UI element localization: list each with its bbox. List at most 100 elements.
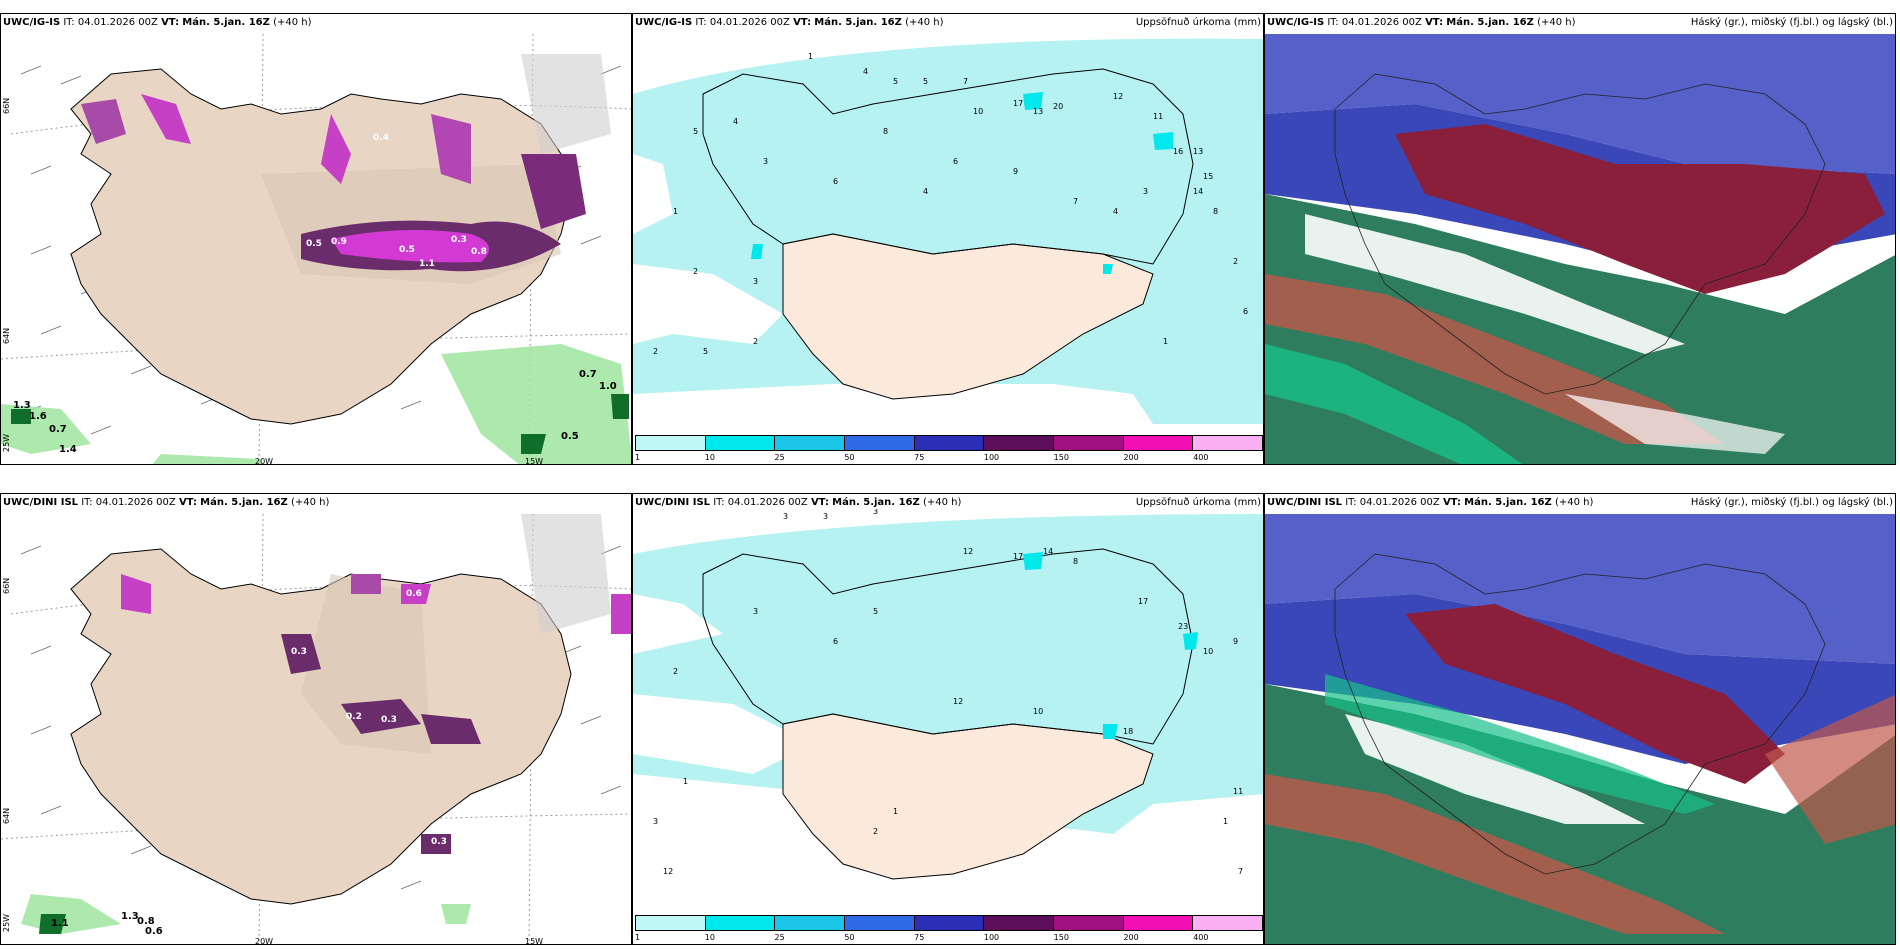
panel-header: UWC/DINI ISL IT: 04.01.2026 00Z VT: Mán.… — [3, 497, 330, 509]
colorbar-label: 1 — [635, 933, 641, 942]
colorbar-label: 50 — [844, 933, 855, 942]
colorbar-label: 150 — [1053, 453, 1069, 462]
svg-text:12: 12 — [963, 547, 973, 556]
colorbar-label: 100 — [983, 933, 1000, 942]
svg-text:14: 14 — [1193, 187, 1203, 196]
svg-text:0.5: 0.5 — [399, 245, 415, 255]
value-label: 1.6 — [29, 411, 47, 422]
svg-text:10: 10 — [1033, 707, 1043, 716]
svg-text:0.3: 0.3 — [291, 647, 307, 657]
colorbar-swatch — [1193, 916, 1263, 930]
colorbar-label: 200 — [1123, 933, 1139, 942]
svg-text:1: 1 — [673, 207, 678, 216]
colorbar-label: 100 — [983, 453, 1000, 462]
colorbar-swatch — [705, 436, 776, 450]
colorbar-label: 150 — [1053, 933, 1069, 942]
panel-header: UWC/IG-IS IT: 04.01.2026 00Z VT: Mán. 5.… — [1267, 17, 1576, 29]
colorbar-swatch — [845, 436, 915, 450]
svg-text:3: 3 — [873, 507, 878, 516]
svg-text:2: 2 — [673, 667, 678, 676]
svg-text:2: 2 — [753, 337, 758, 346]
svg-text:2: 2 — [873, 827, 878, 836]
svg-text:8: 8 — [1213, 207, 1218, 216]
colorbar-swatch — [775, 916, 846, 930]
svg-text:6: 6 — [953, 157, 958, 166]
cloud-map-svg — [1265, 14, 1895, 464]
svg-text:0.3: 0.3 — [451, 235, 467, 245]
colorbar-label: 400 — [1193, 453, 1209, 462]
weather-map-svg: 1.3 1.6 0.7 1.4 0.7 1.0 0.5 0.5 0.9 0.5 … — [1, 14, 631, 465]
svg-text:14: 14 — [1043, 547, 1053, 556]
svg-text:0.3: 0.3 — [381, 715, 397, 725]
svg-text:0.2: 0.2 — [346, 712, 362, 722]
colorbar-swatch — [636, 916, 706, 930]
svg-text:1: 1 — [1223, 817, 1228, 826]
map-panel-top-left: 1.3 1.6 0.7 1.4 0.7 1.0 0.5 0.5 0.9 0.5 … — [0, 13, 632, 465]
panel-header: UWC/IG-IS IT: 04.01.2026 00Z VT: Mán. 5.… — [3, 17, 312, 29]
cloud-map-svg — [1265, 494, 1895, 944]
svg-text:10: 10 — [1203, 647, 1213, 656]
value-label: 0.8 — [137, 916, 155, 927]
value-label: 0.7 — [579, 369, 597, 380]
weather-map-svg: 1.1 1.3 0.8 0.6 0.3 0.2 0.3 0.3 0.6 20W 15W… — [1, 494, 631, 945]
svg-text:10: 10 — [973, 107, 983, 116]
svg-text:5: 5 — [923, 77, 928, 86]
svg-text:2: 2 — [1233, 257, 1238, 266]
panel-header: UWC/IG-IS IT: 04.01.2026 00Z VT: Mán. 5.… — [635, 17, 944, 29]
value-label: 0.6 — [145, 926, 163, 937]
colorbar-label: 10 — [704, 453, 715, 462]
svg-text:1: 1 — [683, 777, 688, 786]
value-label: 1.4 — [59, 444, 77, 455]
colorbar-swatch — [914, 436, 985, 450]
colorbar-label: 200 — [1123, 453, 1139, 462]
svg-text:11: 11 — [1153, 112, 1163, 121]
colorbar-swatch — [1054, 916, 1124, 930]
svg-text:0.9: 0.9 — [331, 237, 347, 247]
svg-text:20: 20 — [1053, 102, 1063, 111]
svg-text:1: 1 — [893, 807, 898, 816]
svg-text:17: 17 — [1013, 99, 1023, 108]
svg-text:20W: 20W — [255, 457, 273, 465]
svg-text:6: 6 — [1243, 307, 1248, 316]
svg-text:15W: 15W — [525, 937, 543, 945]
colorbar-swatch — [1123, 436, 1194, 450]
svg-text:5: 5 — [703, 347, 708, 356]
svg-text:0.4: 0.4 — [373, 133, 389, 143]
cloud-panel-bottom: UWC/DINI ISL IT: 04.01.2026 00Z VT: Mán.… — [1264, 493, 1896, 945]
svg-text:4: 4 — [923, 187, 928, 196]
svg-text:12: 12 — [953, 697, 963, 706]
svg-text:0.5: 0.5 — [306, 239, 322, 249]
svg-text:5: 5 — [873, 607, 878, 616]
svg-text:17: 17 — [1013, 552, 1023, 561]
svg-text:25W: 25W — [2, 434, 11, 452]
colorbar: 1 10 25 50 75 100 150 200 400 — [633, 913, 1263, 944]
svg-text:25W: 25W — [2, 914, 11, 932]
svg-text:9: 9 — [1013, 167, 1018, 176]
svg-text:1: 1 — [808, 52, 813, 61]
colorbar-label: 50 — [844, 453, 855, 462]
svg-text:3: 3 — [1143, 187, 1148, 196]
svg-text:17: 17 — [1138, 597, 1148, 606]
svg-text:3: 3 — [763, 157, 768, 166]
svg-text:15W: 15W — [525, 457, 543, 465]
svg-text:64N: 64N — [2, 808, 11, 824]
value-label: 0.5 — [561, 431, 579, 442]
svg-text:7: 7 — [963, 77, 968, 86]
svg-text:9: 9 — [1233, 637, 1238, 646]
colorbar-label: 10 — [704, 933, 715, 942]
svg-text:11: 11 — [1233, 787, 1243, 796]
value-label: 1.3 — [121, 911, 139, 922]
svg-text:3: 3 — [783, 512, 788, 521]
svg-text:13: 13 — [1193, 147, 1203, 156]
colorbar-swatch — [705, 916, 776, 930]
svg-text:3: 3 — [653, 817, 658, 826]
colorbar-swatch — [984, 436, 1055, 450]
svg-text:66N: 66N — [2, 98, 11, 114]
svg-text:0.8: 0.8 — [471, 247, 487, 257]
svg-text:5: 5 — [893, 77, 898, 86]
